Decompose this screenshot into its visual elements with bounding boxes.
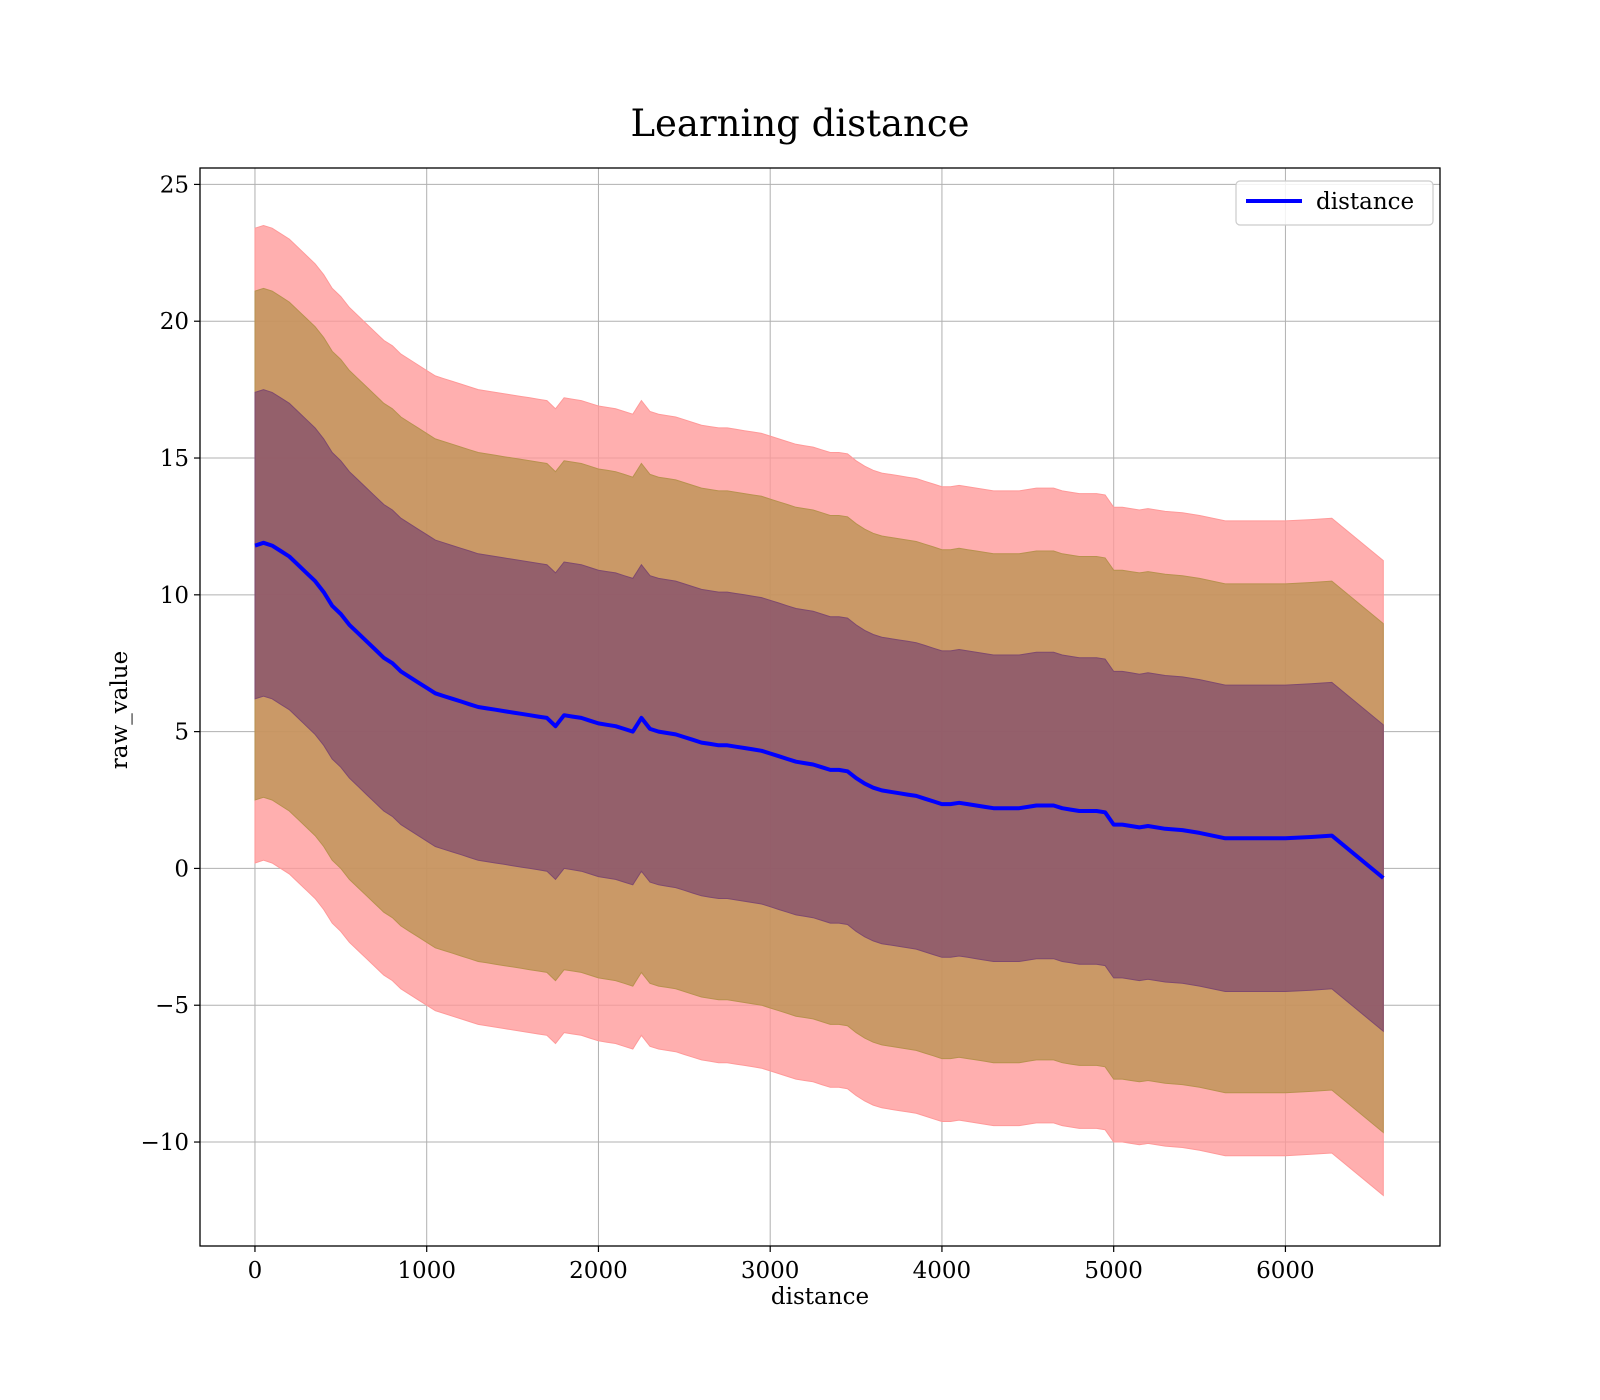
x-tick-label: 1000 xyxy=(397,1258,456,1284)
series-line-distance xyxy=(254,540,1385,880)
x-tick-label: 3000 xyxy=(741,1258,800,1284)
y-tick-label: 0 xyxy=(174,856,189,882)
band-1-sigma xyxy=(254,389,1384,1033)
x-tick-label: 0 xyxy=(248,1258,263,1284)
x-tick-label: 5000 xyxy=(1084,1258,1143,1284)
y-axis-label: raw_value xyxy=(107,650,133,770)
axis-ticks: 0 1000 2000 3000 4000 5000 6000 −10 −5 0 5 10 15 20 25 xyxy=(140,172,1314,1284)
legend: distance xyxy=(1235,180,1434,226)
y-tick-label: 15 xyxy=(160,446,189,472)
y-tick-label: 20 xyxy=(160,309,189,335)
legend-label-distance: distance xyxy=(1316,189,1414,215)
y-tick-label: −5 xyxy=(155,993,189,1019)
chart-title: Learning distance xyxy=(630,102,970,145)
series-lines xyxy=(254,540,1385,880)
x-tick-label: 4000 xyxy=(913,1258,972,1284)
x-axis-label: distance xyxy=(770,1284,870,1310)
x-tick-label: 2000 xyxy=(569,1258,628,1284)
y-tick-label: 25 xyxy=(160,172,189,198)
y-tick-label: 10 xyxy=(160,583,189,609)
y-tick-label: −10 xyxy=(140,1130,189,1156)
legend-box xyxy=(1235,180,1434,226)
x-tick-label: 6000 xyxy=(1256,1258,1315,1284)
confidence-bands xyxy=(254,224,1384,1197)
plot-frame xyxy=(199,167,1441,1247)
y-tick-label: 5 xyxy=(174,720,189,746)
